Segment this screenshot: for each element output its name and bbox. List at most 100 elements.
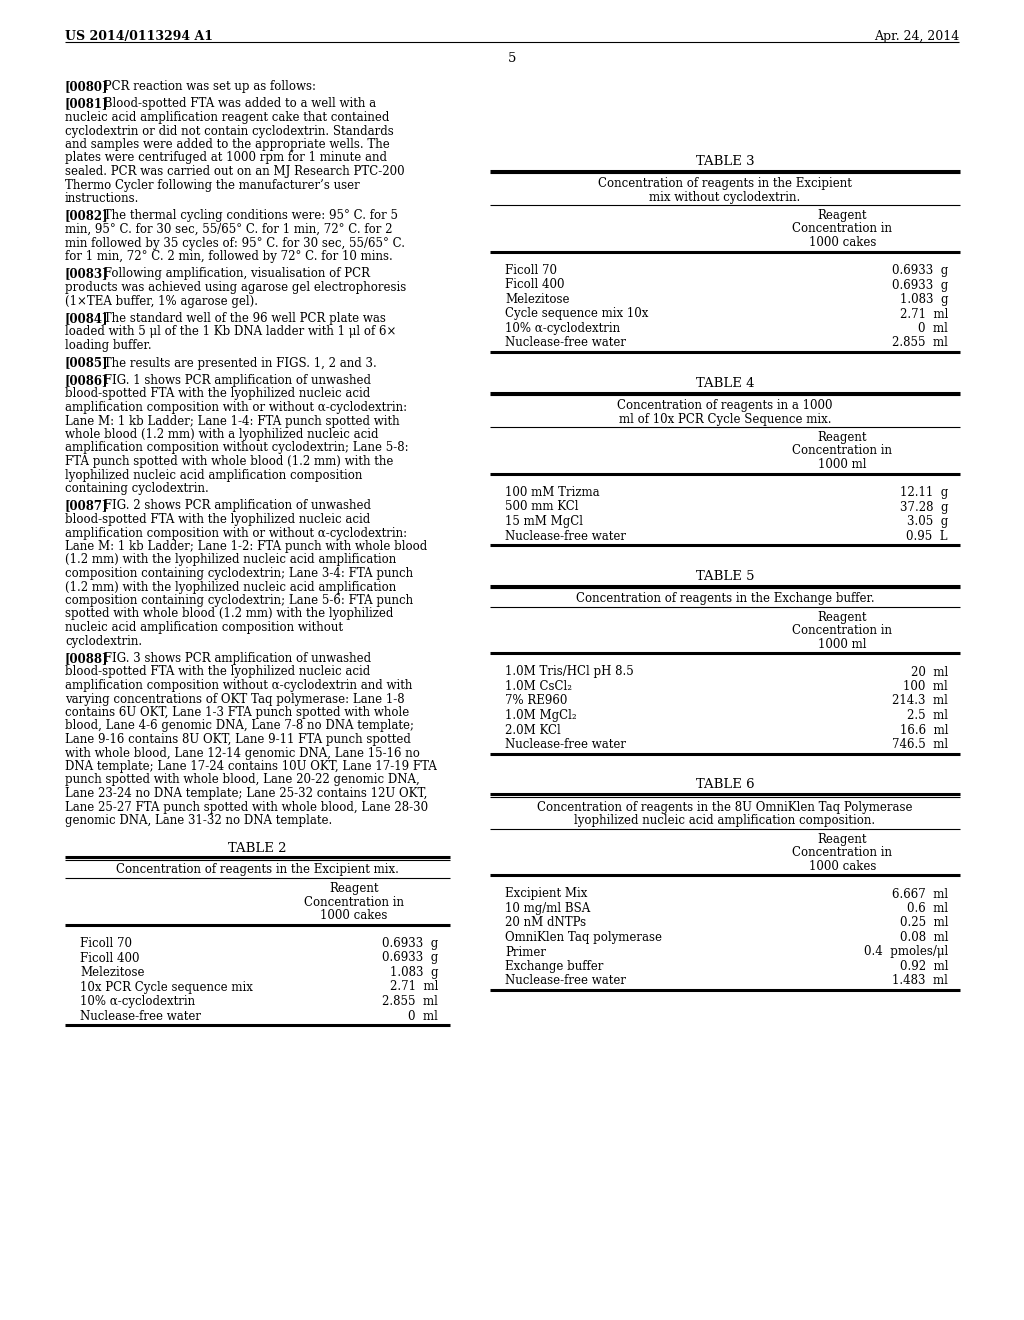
Text: Reagent: Reagent	[818, 610, 867, 623]
Text: 1000 cakes: 1000 cakes	[321, 909, 387, 921]
Text: 16.6  ml: 16.6 ml	[899, 723, 948, 737]
Text: 0.6  ml: 0.6 ml	[907, 902, 948, 915]
Text: amplification composition without cyclodextrin; Lane 5-8:: amplification composition without cyclod…	[65, 441, 409, 454]
Text: Concentration of reagents in a 1000: Concentration of reagents in a 1000	[617, 399, 833, 412]
Text: 1.083  g: 1.083 g	[899, 293, 948, 306]
Text: Concentration in: Concentration in	[304, 895, 403, 908]
Text: spotted with whole blood (1.2 mm) with the lyophilized: spotted with whole blood (1.2 mm) with t…	[65, 607, 393, 620]
Text: OmniKlen Taq polymerase: OmniKlen Taq polymerase	[505, 931, 662, 944]
Text: PCR reaction was set up as follows:: PCR reaction was set up as follows:	[100, 81, 316, 92]
Text: ml of 10x PCR Cycle Sequence mix.: ml of 10x PCR Cycle Sequence mix.	[618, 412, 831, 425]
Text: Concentration in: Concentration in	[793, 846, 893, 859]
Text: whole blood (1.2 mm) with a lyophilized nucleic acid: whole blood (1.2 mm) with a lyophilized …	[65, 428, 379, 441]
Text: 0.6933  g: 0.6933 g	[892, 264, 948, 277]
Text: 0.92  ml: 0.92 ml	[899, 960, 948, 973]
Text: blood-spotted FTA with the lyophilized nucleic acid: blood-spotted FTA with the lyophilized n…	[65, 388, 371, 400]
Text: genomic DNA, Lane 31-32 no DNA template.: genomic DNA, Lane 31-32 no DNA template.	[65, 814, 332, 828]
Text: 2.855  ml: 2.855 ml	[382, 995, 438, 1008]
Text: 500 mm KCl: 500 mm KCl	[505, 500, 579, 513]
Text: Cycle sequence mix 10x: Cycle sequence mix 10x	[505, 308, 648, 321]
Text: sealed. PCR was carried out on an MJ Research PTC-200: sealed. PCR was carried out on an MJ Res…	[65, 165, 404, 178]
Text: Nuclease-free water: Nuclease-free water	[505, 529, 626, 543]
Text: 0.08  ml: 0.08 ml	[899, 931, 948, 944]
Text: instructions.: instructions.	[65, 191, 139, 205]
Text: Reagent: Reagent	[329, 882, 379, 895]
Text: 746.5  ml: 746.5 ml	[892, 738, 948, 751]
Text: blood-spotted FTA with the lyophilized nucleic acid: blood-spotted FTA with the lyophilized n…	[65, 665, 371, 678]
Text: blood, Lane 4-6 genomic DNA, Lane 7-8 no DNA template;: blood, Lane 4-6 genomic DNA, Lane 7-8 no…	[65, 719, 414, 733]
Text: plates were centrifuged at 1000 rpm for 1 minute and: plates were centrifuged at 1000 rpm for …	[65, 152, 387, 165]
Text: with whole blood, Lane 12-14 genomic DNA, Lane 15-16 no: with whole blood, Lane 12-14 genomic DNA…	[65, 747, 420, 759]
Text: 12.11  g: 12.11 g	[900, 486, 948, 499]
Text: Lane 9-16 contains 8U OKT, Lane 9-11 FTA punch spotted: Lane 9-16 contains 8U OKT, Lane 9-11 FTA…	[65, 733, 411, 746]
Text: 2.71  ml: 2.71 ml	[389, 981, 438, 994]
Text: Melezitose: Melezitose	[505, 293, 569, 306]
Text: 1000 ml: 1000 ml	[818, 458, 866, 471]
Text: cyclodextrin.: cyclodextrin.	[65, 635, 142, 648]
Text: min followed by 35 cycles of: 95° C. for 30 sec, 55/65° C.: min followed by 35 cycles of: 95° C. for…	[65, 236, 406, 249]
Text: (1.2 mm) with the lyophilized nucleic acid amplification: (1.2 mm) with the lyophilized nucleic ac…	[65, 553, 396, 566]
Text: Ficoll 400: Ficoll 400	[505, 279, 564, 292]
Text: Nuclease-free water: Nuclease-free water	[505, 738, 626, 751]
Text: 1.0M Tris/HCl pH 8.5: 1.0M Tris/HCl pH 8.5	[505, 665, 634, 678]
Text: products was achieved using agarose gel electrophoresis: products was achieved using agarose gel …	[65, 281, 407, 294]
Text: loading buffer.: loading buffer.	[65, 339, 152, 352]
Text: (1×TEA buffer, 1% agarose gel).: (1×TEA buffer, 1% agarose gel).	[65, 294, 258, 308]
Text: 7% RE960: 7% RE960	[505, 694, 567, 708]
Text: Apr. 24, 2014: Apr. 24, 2014	[873, 30, 959, 44]
Text: [0081]: [0081]	[65, 98, 109, 111]
Text: for 1 min, 72° C. 2 min, followed by 72° C. for 10 mins.: for 1 min, 72° C. 2 min, followed by 72°…	[65, 249, 393, 263]
Text: Reagent: Reagent	[818, 833, 867, 846]
Text: [0083]: [0083]	[65, 268, 109, 281]
Text: 100 mM Trizma: 100 mM Trizma	[505, 486, 600, 499]
Text: 100  ml: 100 ml	[903, 680, 948, 693]
Text: lyophilized nucleic acid amplification composition: lyophilized nucleic acid amplification c…	[65, 469, 362, 482]
Text: TABLE 6: TABLE 6	[695, 779, 755, 792]
Text: punch spotted with whole blood, Lane 20-22 genomic DNA,: punch spotted with whole blood, Lane 20-…	[65, 774, 420, 787]
Text: 1.483  ml: 1.483 ml	[892, 974, 948, 987]
Text: Ficoll 70: Ficoll 70	[505, 264, 557, 277]
Text: DNA template; Lane 17-24 contains 10U OKT, Lane 17-19 FTA: DNA template; Lane 17-24 contains 10U OK…	[65, 760, 437, 774]
Text: [0085]: [0085]	[65, 356, 109, 370]
Text: Excipient Mix: Excipient Mix	[505, 887, 588, 900]
Text: 1000 ml: 1000 ml	[818, 638, 866, 651]
Text: 3.05  g: 3.05 g	[906, 515, 948, 528]
Text: Primer: Primer	[505, 945, 546, 958]
Text: contains 6U OKT, Lane 1-3 FTA punch spotted with whole: contains 6U OKT, Lane 1-3 FTA punch spot…	[65, 706, 410, 719]
Text: FTA punch spotted with whole blood (1.2 mm) with the: FTA punch spotted with whole blood (1.2 …	[65, 455, 393, 469]
Text: 0  ml: 0 ml	[919, 322, 948, 335]
Text: 6.667  ml: 6.667 ml	[892, 887, 948, 900]
Text: 214.3  ml: 214.3 ml	[892, 694, 948, 708]
Text: nucleic acid amplification composition without: nucleic acid amplification composition w…	[65, 620, 343, 634]
Text: lyophilized nucleic acid amplification composition.: lyophilized nucleic acid amplification c…	[574, 814, 876, 828]
Text: composition containing cyclodextrin; Lane 3-4: FTA punch: composition containing cyclodextrin; Lan…	[65, 568, 413, 579]
Text: nucleic acid amplification reagent cake that contained: nucleic acid amplification reagent cake …	[65, 111, 389, 124]
Text: Exchange buffer: Exchange buffer	[505, 960, 603, 973]
Text: Concentration of reagents in the Excipient: Concentration of reagents in the Excipie…	[598, 177, 852, 190]
Text: [0082]: [0082]	[65, 210, 109, 223]
Text: 1000 cakes: 1000 cakes	[809, 236, 877, 249]
Text: Concentration in: Concentration in	[793, 445, 893, 458]
Text: Concentration of reagents in the 8U OmniKlen Taq Polymerase: Concentration of reagents in the 8U Omni…	[538, 800, 912, 813]
Text: 15 mM MgCl: 15 mM MgCl	[505, 515, 583, 528]
Text: Following amplification, visualisation of PCR: Following amplification, visualisation o…	[100, 268, 371, 281]
Text: TABLE 2: TABLE 2	[228, 842, 287, 854]
Text: Reagent: Reagent	[818, 209, 867, 222]
Text: 2.855  ml: 2.855 ml	[892, 337, 948, 350]
Text: 0.6933  g: 0.6933 g	[382, 937, 438, 950]
Text: containing cyclodextrin.: containing cyclodextrin.	[65, 482, 209, 495]
Text: 0.6933  g: 0.6933 g	[382, 952, 438, 965]
Text: 1.083  g: 1.083 g	[389, 966, 438, 979]
Text: (1.2 mm) with the lyophilized nucleic acid amplification: (1.2 mm) with the lyophilized nucleic ac…	[65, 581, 396, 594]
Text: 10 mg/ml BSA: 10 mg/ml BSA	[505, 902, 590, 915]
Text: 1.0M CsCl₂: 1.0M CsCl₂	[505, 680, 572, 693]
Text: blood-spotted FTA with the lyophilized nucleic acid: blood-spotted FTA with the lyophilized n…	[65, 513, 371, 525]
Text: TABLE 3: TABLE 3	[695, 154, 755, 168]
Text: 0.4  pmoles/μl: 0.4 pmoles/μl	[864, 945, 948, 958]
Text: The thermal cycling conditions were: 95° C. for 5: The thermal cycling conditions were: 95°…	[100, 210, 398, 223]
Text: 0.6933  g: 0.6933 g	[892, 279, 948, 292]
Text: Nuclease-free water: Nuclease-free water	[505, 974, 626, 987]
Text: [0080]: [0080]	[65, 81, 109, 92]
Text: Melezitose: Melezitose	[80, 966, 144, 979]
Text: 1.0M MgCl₂: 1.0M MgCl₂	[505, 709, 577, 722]
